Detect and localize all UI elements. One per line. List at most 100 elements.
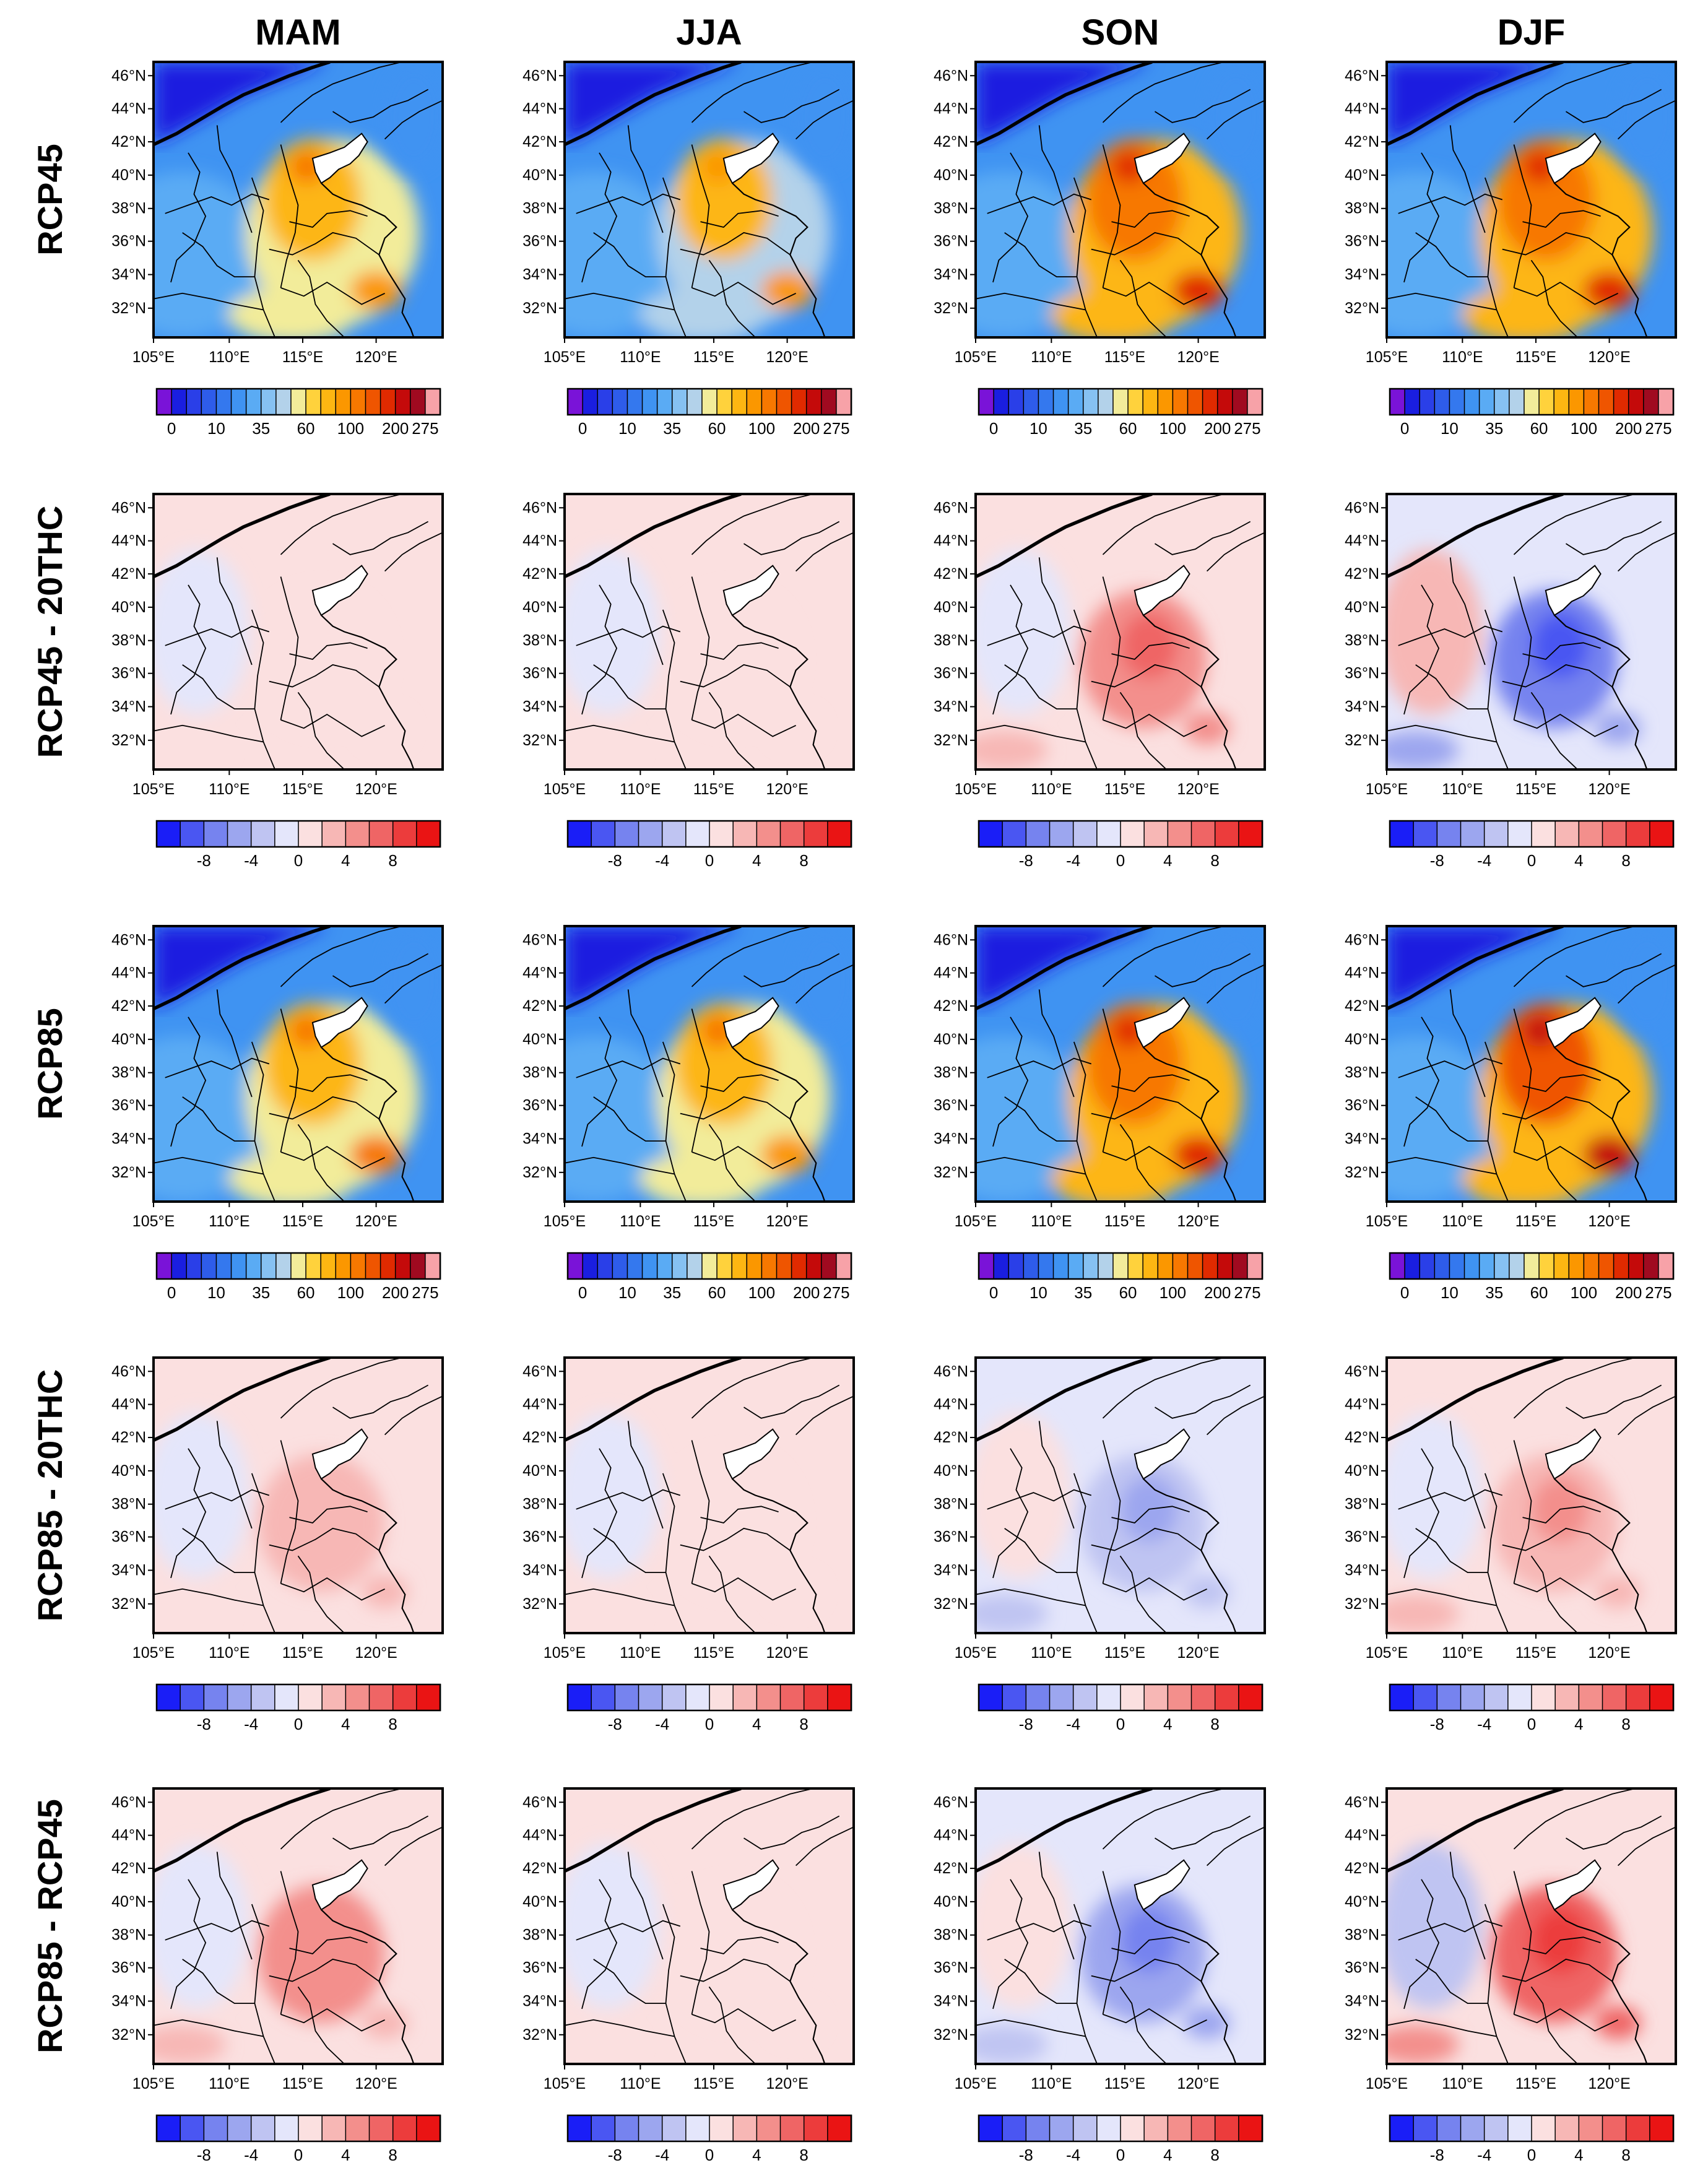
lon-tick-label: 115°E — [1104, 1213, 1146, 1230]
colorbar-swatch — [1538, 1252, 1555, 1280]
lat-tick-label: 38°N — [934, 632, 968, 649]
lon-tick-label: 120°E — [355, 1644, 397, 1662]
colorbar: -8 -4 0 4 8 — [566, 2114, 852, 2164]
lon-tick-label: 105°E — [132, 781, 175, 798]
panel-frame — [152, 61, 444, 339]
colorbar-swatch — [1578, 1684, 1603, 1711]
colorbar: 0 10 35 60 100 200 275 — [978, 1252, 1264, 1302]
colorbar-swatch — [425, 1252, 441, 1280]
latitude-ticks: 32°N 34°N 36°N 38°N 40°N 42°N 44°N 46°N — [111, 931, 154, 1181]
field-blobs — [1387, 549, 1641, 769]
lat-tick-label: 34°N — [934, 1130, 968, 1148]
colorbar-swatch — [1389, 388, 1406, 415]
lon-tick-label: 105°E — [132, 1213, 175, 1230]
colorbar-swatch — [250, 2115, 276, 2142]
panel-4-mam: 32°N 34°N 36°N 38°N 40°N 42°N 44°N 46°N 105°E 110… — [111, 1356, 444, 1733]
colorbar-label: 100 — [1571, 419, 1597, 438]
lon-tick-label: 115°E — [1515, 1213, 1557, 1230]
colorbar-swatch — [1167, 2115, 1192, 2142]
colorbar-label: 10 — [1441, 419, 1459, 438]
colorbar-label: 200 — [793, 419, 820, 438]
colorbar-swatch — [661, 1684, 687, 1711]
colorbar-swatch — [394, 388, 412, 415]
map-boundaries — [565, 1788, 854, 2064]
national-border — [976, 62, 1153, 146]
colorbar-swatch — [1142, 388, 1159, 415]
bohai-sea — [311, 132, 368, 184]
colorbar-swatch — [1112, 1252, 1129, 1280]
field-blobs — [1387, 1413, 1641, 1633]
panel-frame — [152, 1356, 444, 1634]
colorbar-label: 10 — [1441, 1283, 1459, 1302]
bohai-sea — [722, 132, 779, 184]
national-border — [565, 1358, 742, 1442]
lat-tick-label: 34°N — [934, 1562, 968, 1579]
lon-tick-label: 115°E — [693, 1644, 735, 1662]
colorbar-swatch — [821, 388, 838, 415]
lat-tick-label: 32°N — [522, 1595, 557, 1613]
lon-tick-label: 115°E — [1104, 1644, 1146, 1662]
lat-tick-label: 32°N — [111, 732, 146, 749]
colorbar-label: -8 — [1430, 2146, 1444, 2164]
colorbar-swatch — [1553, 1252, 1570, 1280]
colorbar-swatch — [1602, 2115, 1627, 2142]
colorbar-swatch — [230, 1252, 247, 1280]
lon-tick-label: 115°E — [693, 1213, 735, 1230]
colorbar-label: 8 — [799, 851, 808, 870]
panel-frame — [974, 1356, 1266, 1634]
colorbar-swatch — [156, 1252, 173, 1280]
colorbar-label: 0 — [705, 851, 714, 870]
field-blobs — [565, 549, 819, 769]
lat-tick-label: 44°N — [934, 100, 968, 118]
colorbar-swatch — [978, 1252, 995, 1280]
lat-tick-label: 32°N — [111, 1595, 146, 1613]
colorbar: 0 10 35 60 100 200 275 — [566, 388, 852, 438]
lon-tick-label: 105°E — [955, 1644, 997, 1662]
longitude-ticks: 105°E 110°E 115°E 120°E — [955, 1202, 1220, 1230]
longitude-ticks: 105°E 110°E 115°E 120°E — [544, 1202, 808, 1230]
colorbar-swatch — [392, 1684, 418, 1711]
lat-tick-label: 40°N — [934, 1031, 968, 1048]
colorbar-swatch — [1483, 1684, 1509, 1711]
national-border — [154, 1358, 331, 1442]
latitude-ticks: 32°N 34°N 36°N 38°N 40°N 42°N 44°N 46°N — [111, 1793, 154, 2044]
row-title-4: RCP85 - 20THC — [30, 1369, 69, 1622]
colorbar-swatch — [1143, 1684, 1169, 1711]
lat-tick-label: 42°N — [1345, 997, 1379, 1015]
longitude-ticks: 105°E 110°E 115°E 120°E — [132, 337, 397, 366]
colorbar-swatch — [1002, 820, 1027, 847]
colorbar-label: 8 — [799, 1715, 808, 1733]
colorbar-swatch — [1187, 388, 1203, 415]
lat-tick-label: 42°N — [522, 1429, 557, 1446]
lon-tick-label: 105°E — [1366, 2075, 1408, 2092]
field-blobs — [565, 1413, 819, 1633]
lat-tick-label: 34°N — [111, 698, 146, 716]
colorbar-label: 275 — [1645, 419, 1671, 438]
lat-tick-label: 36°N — [111, 1097, 146, 1114]
colorbar-label: 0 — [578, 1283, 587, 1302]
bohai-sea — [1134, 565, 1190, 617]
lat-tick-label: 40°N — [934, 167, 968, 184]
colorbar-swatch — [591, 2115, 616, 2142]
colorbar-swatch — [805, 1252, 823, 1280]
lon-tick-label: 110°E — [620, 781, 661, 798]
colorbar-swatch — [1538, 388, 1555, 415]
colorbar-swatch — [1389, 820, 1415, 847]
colorbar-swatch — [1658, 1252, 1675, 1280]
colorbar-label: 0 — [294, 1715, 303, 1733]
colorbar-label: 4 — [752, 2146, 761, 2164]
colorbar-label: 8 — [799, 2146, 808, 2164]
colorbar-swatch — [1434, 1252, 1450, 1280]
colorbar-swatch — [180, 1684, 205, 1711]
colorbar-swatch — [591, 820, 616, 847]
colorbar-swatch — [365, 388, 381, 415]
national-border — [1387, 1358, 1564, 1442]
lat-tick-label: 44°N — [1345, 1827, 1379, 1844]
colorbar-swatch — [567, 2115, 592, 2142]
lon-tick-label: 105°E — [544, 781, 586, 798]
colorbar-swatch — [626, 1252, 643, 1280]
lat-tick-label: 32°N — [522, 1164, 557, 1181]
colorbar-swatch — [1038, 1252, 1054, 1280]
colorbar-label: 275 — [412, 419, 438, 438]
colorbar-swatch — [1613, 1252, 1629, 1280]
